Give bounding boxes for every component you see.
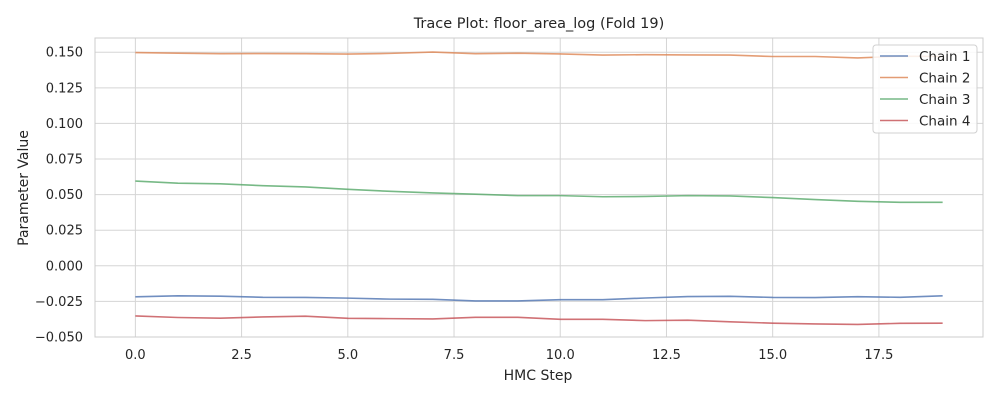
x-tick-label: 15.0 <box>758 348 787 363</box>
x-tick-label: 12.5 <box>652 348 681 363</box>
series-line-chain-4 <box>135 315 943 326</box>
x-tick-label: 2.5 <box>231 348 252 363</box>
legend-label-chain-4: Chain 4 <box>919 114 970 130</box>
y-tick-label: 0.000 <box>46 259 83 274</box>
x-tick-label: 5.0 <box>337 348 358 363</box>
series-line-chain-2 <box>135 51 943 59</box>
tick-labels: 0.0 2.5 5.0 7.5 10.0 12.5 15.0 17.5 −0.050 −0.025… <box>35 46 893 363</box>
legend-label-chain-2: Chain 2 <box>919 71 970 87</box>
axes <box>94 37 984 338</box>
series-lines <box>135 51 943 326</box>
y-tick-label: 0.025 <box>46 224 83 239</box>
chart-title: Trace Plot: floor_area_log (Fold 19) <box>413 16 665 32</box>
x-axis-label: HMC Step <box>504 368 573 384</box>
legend-box <box>872 44 978 134</box>
series-line-chain-3 <box>135 180 943 204</box>
x-tick-label: 7.5 <box>444 348 465 363</box>
y-tick-label: 0.125 <box>46 81 83 96</box>
y-tick-label: 0.100 <box>46 117 83 132</box>
series-line-chain-1 <box>135 295 943 302</box>
legend-label-chain-1: Chain 1 <box>919 49 970 65</box>
x-tick-label: 0.0 <box>125 348 146 363</box>
y-tick-label: 0.075 <box>46 153 83 168</box>
grid <box>95 38 983 338</box>
y-tick-label: −0.050 <box>35 331 83 346</box>
y-tick-label: 0.150 <box>46 46 83 61</box>
y-tick-label: 0.050 <box>46 188 83 203</box>
plot-frame <box>94 37 984 338</box>
x-tick-label: 17.5 <box>864 348 893 363</box>
y-tick-label: −0.025 <box>35 295 83 310</box>
y-axis-label: Parameter Value <box>16 130 32 246</box>
x-tick-label: 10.0 <box>546 348 575 363</box>
legend: Chain 1 Chain 2 Chain 3 Chain 4 <box>872 44 978 134</box>
legend-label-chain-3: Chain 3 <box>919 92 970 108</box>
